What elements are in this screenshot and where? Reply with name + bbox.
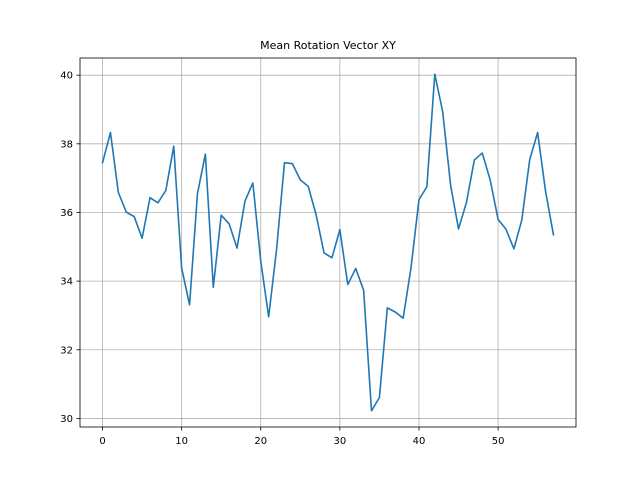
x-tick-label: 50 [492,436,505,447]
data-point [133,216,135,218]
y-tick-label: 36 [60,208,73,219]
data-point [347,284,349,286]
data-point [197,193,199,195]
data-point [110,132,112,134]
data-point [355,268,357,270]
data-point [363,289,365,291]
data-point [537,132,539,134]
data-point [545,190,547,192]
data-point [387,307,389,309]
data-point [418,199,420,201]
data-point [394,311,396,313]
data-point [300,179,302,181]
data-point [323,252,325,254]
data-point [268,316,270,318]
y-tick-label: 38 [60,139,73,150]
data-point [141,237,143,239]
data-point [228,223,230,225]
data-point [284,162,286,164]
data-point [252,182,254,184]
data-point [189,304,191,306]
data-point [173,145,175,147]
data-point [220,214,222,216]
y-tick-label: 30 [60,414,73,425]
data-point [442,111,444,113]
chart-title: Mean Rotation Vector XY [260,39,396,52]
data-point [458,228,460,230]
data-point [149,197,151,199]
x-tick-label: 20 [254,436,267,447]
axes: 0 10 20 30 40 50 30 32 34 36 38 40 [60,71,504,447]
plot-frame [79,57,577,428]
data-point [521,219,523,221]
series-layer [101,73,555,412]
data-point [505,228,507,230]
data-point [497,219,499,221]
data-point [125,211,127,213]
data-point [513,248,515,250]
series-line [101,73,555,412]
data-point [489,179,491,181]
data-point [402,317,404,319]
data-point [205,153,207,155]
data-point [118,192,120,194]
y-tick-label: 32 [60,345,73,356]
data-point [276,248,278,250]
x-tick-label: 30 [333,436,346,447]
data-point [426,186,428,188]
data-point [244,200,246,202]
data-point [102,162,104,164]
data-point [339,229,341,231]
data-point [434,73,436,75]
x-tick-label: 40 [413,436,426,447]
data-point [260,260,262,262]
data-point [474,159,476,161]
data-point [307,186,309,188]
y-tick-label: 34 [60,277,73,288]
data-point [450,185,452,187]
x-tick-label: 10 [175,436,188,447]
data-point [331,257,333,259]
data-point [529,159,531,161]
data-point [315,214,317,216]
data-point [157,202,159,204]
data-point [553,234,555,236]
data-point [213,286,215,288]
grid [80,58,576,427]
data-point [181,267,183,269]
data-point [371,410,373,412]
data-point [410,267,412,269]
data-point [481,152,483,154]
data-point [236,247,238,249]
y-tick-label: 40 [60,71,73,82]
data-point [165,190,167,192]
x-tick-label: 0 [99,436,105,447]
data-point [466,202,468,204]
data-point [379,397,381,399]
data-point [292,163,294,165]
